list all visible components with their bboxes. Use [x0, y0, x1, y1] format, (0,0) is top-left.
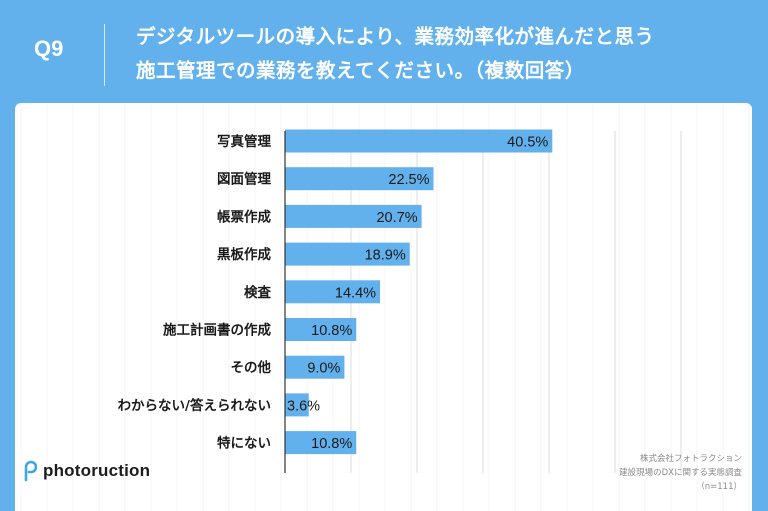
value-label: 40.5% [507, 135, 548, 151]
value-label: 22.5% [388, 172, 429, 188]
category-label: 特にない [217, 435, 271, 452]
category-label: その他 [231, 359, 272, 376]
question-title-line1: デジタルツールの導入により、業務効率化が進んだと思う [136, 25, 655, 48]
bar [285, 167, 434, 191]
bar [285, 431, 357, 455]
header-divider [104, 24, 105, 86]
question-title: デジタルツールの導入により、業務効率化が進んだと思う 施工管理での業務を教えてく… [136, 20, 736, 88]
brand-logo-text: photoruction [43, 461, 151, 480]
question-title-line2: 施工管理での業務を教えてください。（複数回答） [136, 59, 585, 82]
category-label: 施工計画書の作成 [163, 322, 271, 339]
category-label: 帳票作成 [217, 208, 271, 225]
source-sample-size: （n=111） [696, 482, 742, 492]
source-company: 株式会社フォトラクション [639, 454, 742, 464]
bar-chart: 写真管理 40.5% 図面管理 22.5% 帳票作成 20.7% 黒板作成 18.9% 検査 14… [20, 103, 750, 511]
bar [285, 280, 381, 304]
bar [285, 393, 309, 417]
bar [285, 355, 345, 379]
brand-logo: photoruction [23, 460, 150, 482]
source-survey: 建設現場のDXに関する実態調査 [619, 468, 742, 478]
value-label: 18.9% [365, 248, 406, 264]
question-number: Q9 [34, 36, 64, 61]
bar [285, 242, 410, 266]
bar [285, 318, 357, 341]
header: Q9 デジタルツールの導入により、業務効率化が進んだと思う 施工管理での業務を教… [0, 0, 768, 103]
photoruction-logo-icon [24, 460, 37, 482]
value-label: 3.6% [287, 398, 320, 414]
chart-card: 写真管理 40.5% 図面管理 22.5% 帳票作成 20.7% 黒板作成 18.9% 検査 14… [15, 103, 752, 511]
category-label: 図面管理 [217, 171, 271, 188]
category-label: わからない/答えられない [118, 397, 271, 414]
value-label: 14.4% [335, 285, 376, 301]
category-label: 黒板作成 [217, 246, 271, 263]
value-label: 10.8% [311, 323, 352, 339]
value-label: 20.7% [376, 210, 417, 226]
value-label: 10.8% [311, 436, 352, 452]
value-label: 9.0% [307, 361, 340, 377]
category-label: 写真管理 [217, 133, 271, 150]
source-note: 株式会社フォトラクション 建設現場のDXに関する実態調査 （n=111） [619, 452, 742, 494]
bar [285, 204, 422, 228]
category-label: 検査 [244, 284, 271, 301]
bar [285, 129, 553, 153]
